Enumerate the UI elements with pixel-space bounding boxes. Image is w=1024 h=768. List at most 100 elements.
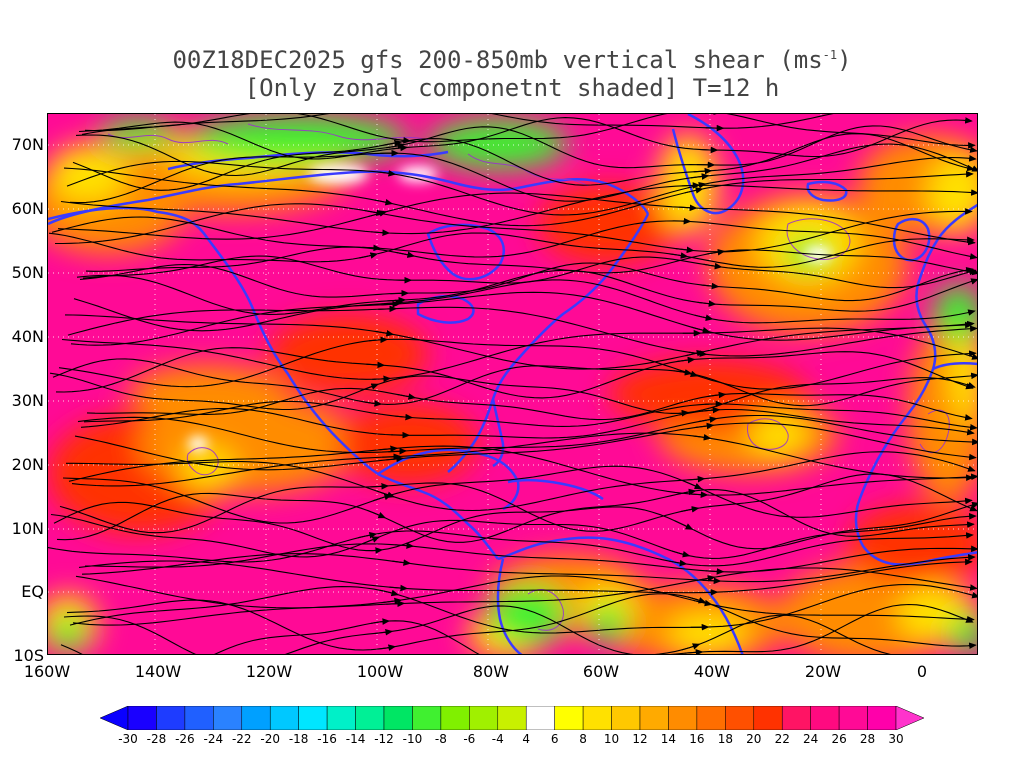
lon-label-60w: 60W [582,662,620,681]
streamline [66,461,396,498]
streamline [377,171,707,216]
streamline [369,338,699,377]
colorbar [100,706,924,730]
streamline [79,263,410,298]
lon-label-80w: 80W [472,662,510,681]
lat-label-30n: 30N [11,391,44,410]
streamline [700,266,974,302]
streamline [672,220,977,260]
streamline [50,513,381,558]
streamline [668,532,974,567]
streamline [75,134,406,177]
colorbar-label: 10 [603,732,620,746]
colorbar-label: -6 [463,732,476,746]
colorbar-swatch [554,706,584,730]
map-title-line1: 00Z18DEC2025 gfs 200-850mb vertical shea… [172,46,852,74]
colorbar-label: -18 [288,732,309,746]
colorbar-label: -14 [345,732,366,746]
streamline [51,216,382,252]
streamline [389,117,719,154]
lon-label-0: 0 [916,662,928,681]
streamline [64,314,395,337]
streamline [360,375,690,417]
colorbar-label: 18 [717,732,733,746]
colorbar-label: -26 [175,732,195,746]
streamline [690,143,977,179]
shear-map [48,114,977,654]
streamline [684,603,974,654]
streamline [84,114,330,132]
colorbar-swatch [383,706,413,730]
streamline [394,400,724,427]
streamline [683,480,973,518]
colorbar-low-arrow [100,706,129,730]
colorbar-label: -12 [374,732,394,746]
streamline [376,475,706,512]
streamline [699,558,973,594]
streamline [86,387,417,415]
colorbar-swatch [184,706,214,730]
streamline [682,327,977,360]
colorbar-swatch [838,706,868,730]
colorbar-label: -4 [491,732,504,746]
colorbar-label: 14 [660,732,677,746]
streamline [382,432,712,458]
streamline [63,615,394,654]
colorbar-swatch [440,706,470,730]
streamline [379,445,709,498]
colorbar-swatch [810,706,840,730]
streamline [368,192,698,218]
colorbar-label: 22 [774,732,790,746]
streamline [53,501,384,554]
streamline [371,182,701,235]
streamline [55,203,385,245]
colorbar-swatch [127,706,157,730]
colorbar-swatch [213,706,243,730]
streamline [687,596,977,649]
streamline [673,370,977,407]
colorbar-label: 8 [579,732,587,746]
streamline [55,347,386,393]
streamline [61,338,392,383]
streamline [681,184,977,196]
streamline [388,416,718,453]
colorbar-swatch [639,706,669,730]
colorbar-label: -30 [118,732,138,746]
streamline [392,114,722,143]
streamline [677,489,975,537]
colorbar-swatch [725,706,755,730]
streamline [687,155,977,189]
lat-label-60n: 60N [11,199,44,218]
colorbar-swatch [867,706,897,730]
streamline [684,170,974,194]
streamline [66,160,397,187]
streamline [380,589,710,634]
streamline [367,488,697,543]
lat-label-eq: EQ [21,582,44,601]
colorbar-swatch [525,706,555,730]
colorbar-label: -28 [146,732,167,746]
lat-label-10s: 10S [13,646,44,665]
streamline [80,407,411,439]
streamline [56,492,387,541]
streamline [76,274,407,315]
streamline [390,262,720,295]
streamline [366,356,696,399]
lat-label-10n: 10N [11,519,44,538]
lat-label-50n: 50N [11,263,44,282]
lon-label-40w: 40W [693,662,731,681]
streamline [696,567,977,591]
streamline [378,306,708,357]
colorbar-swatch [497,706,527,730]
colorbar-swatch [412,706,442,730]
streamline [703,263,977,289]
streamline [72,597,403,626]
streamline [697,278,977,312]
streamline [63,167,394,206]
lon-label-160w: 160W [23,662,71,681]
streamline [693,133,975,173]
lon-label-120w: 120W [245,662,293,681]
streamline [372,329,702,380]
streamline [692,435,974,481]
streamline [383,575,713,607]
